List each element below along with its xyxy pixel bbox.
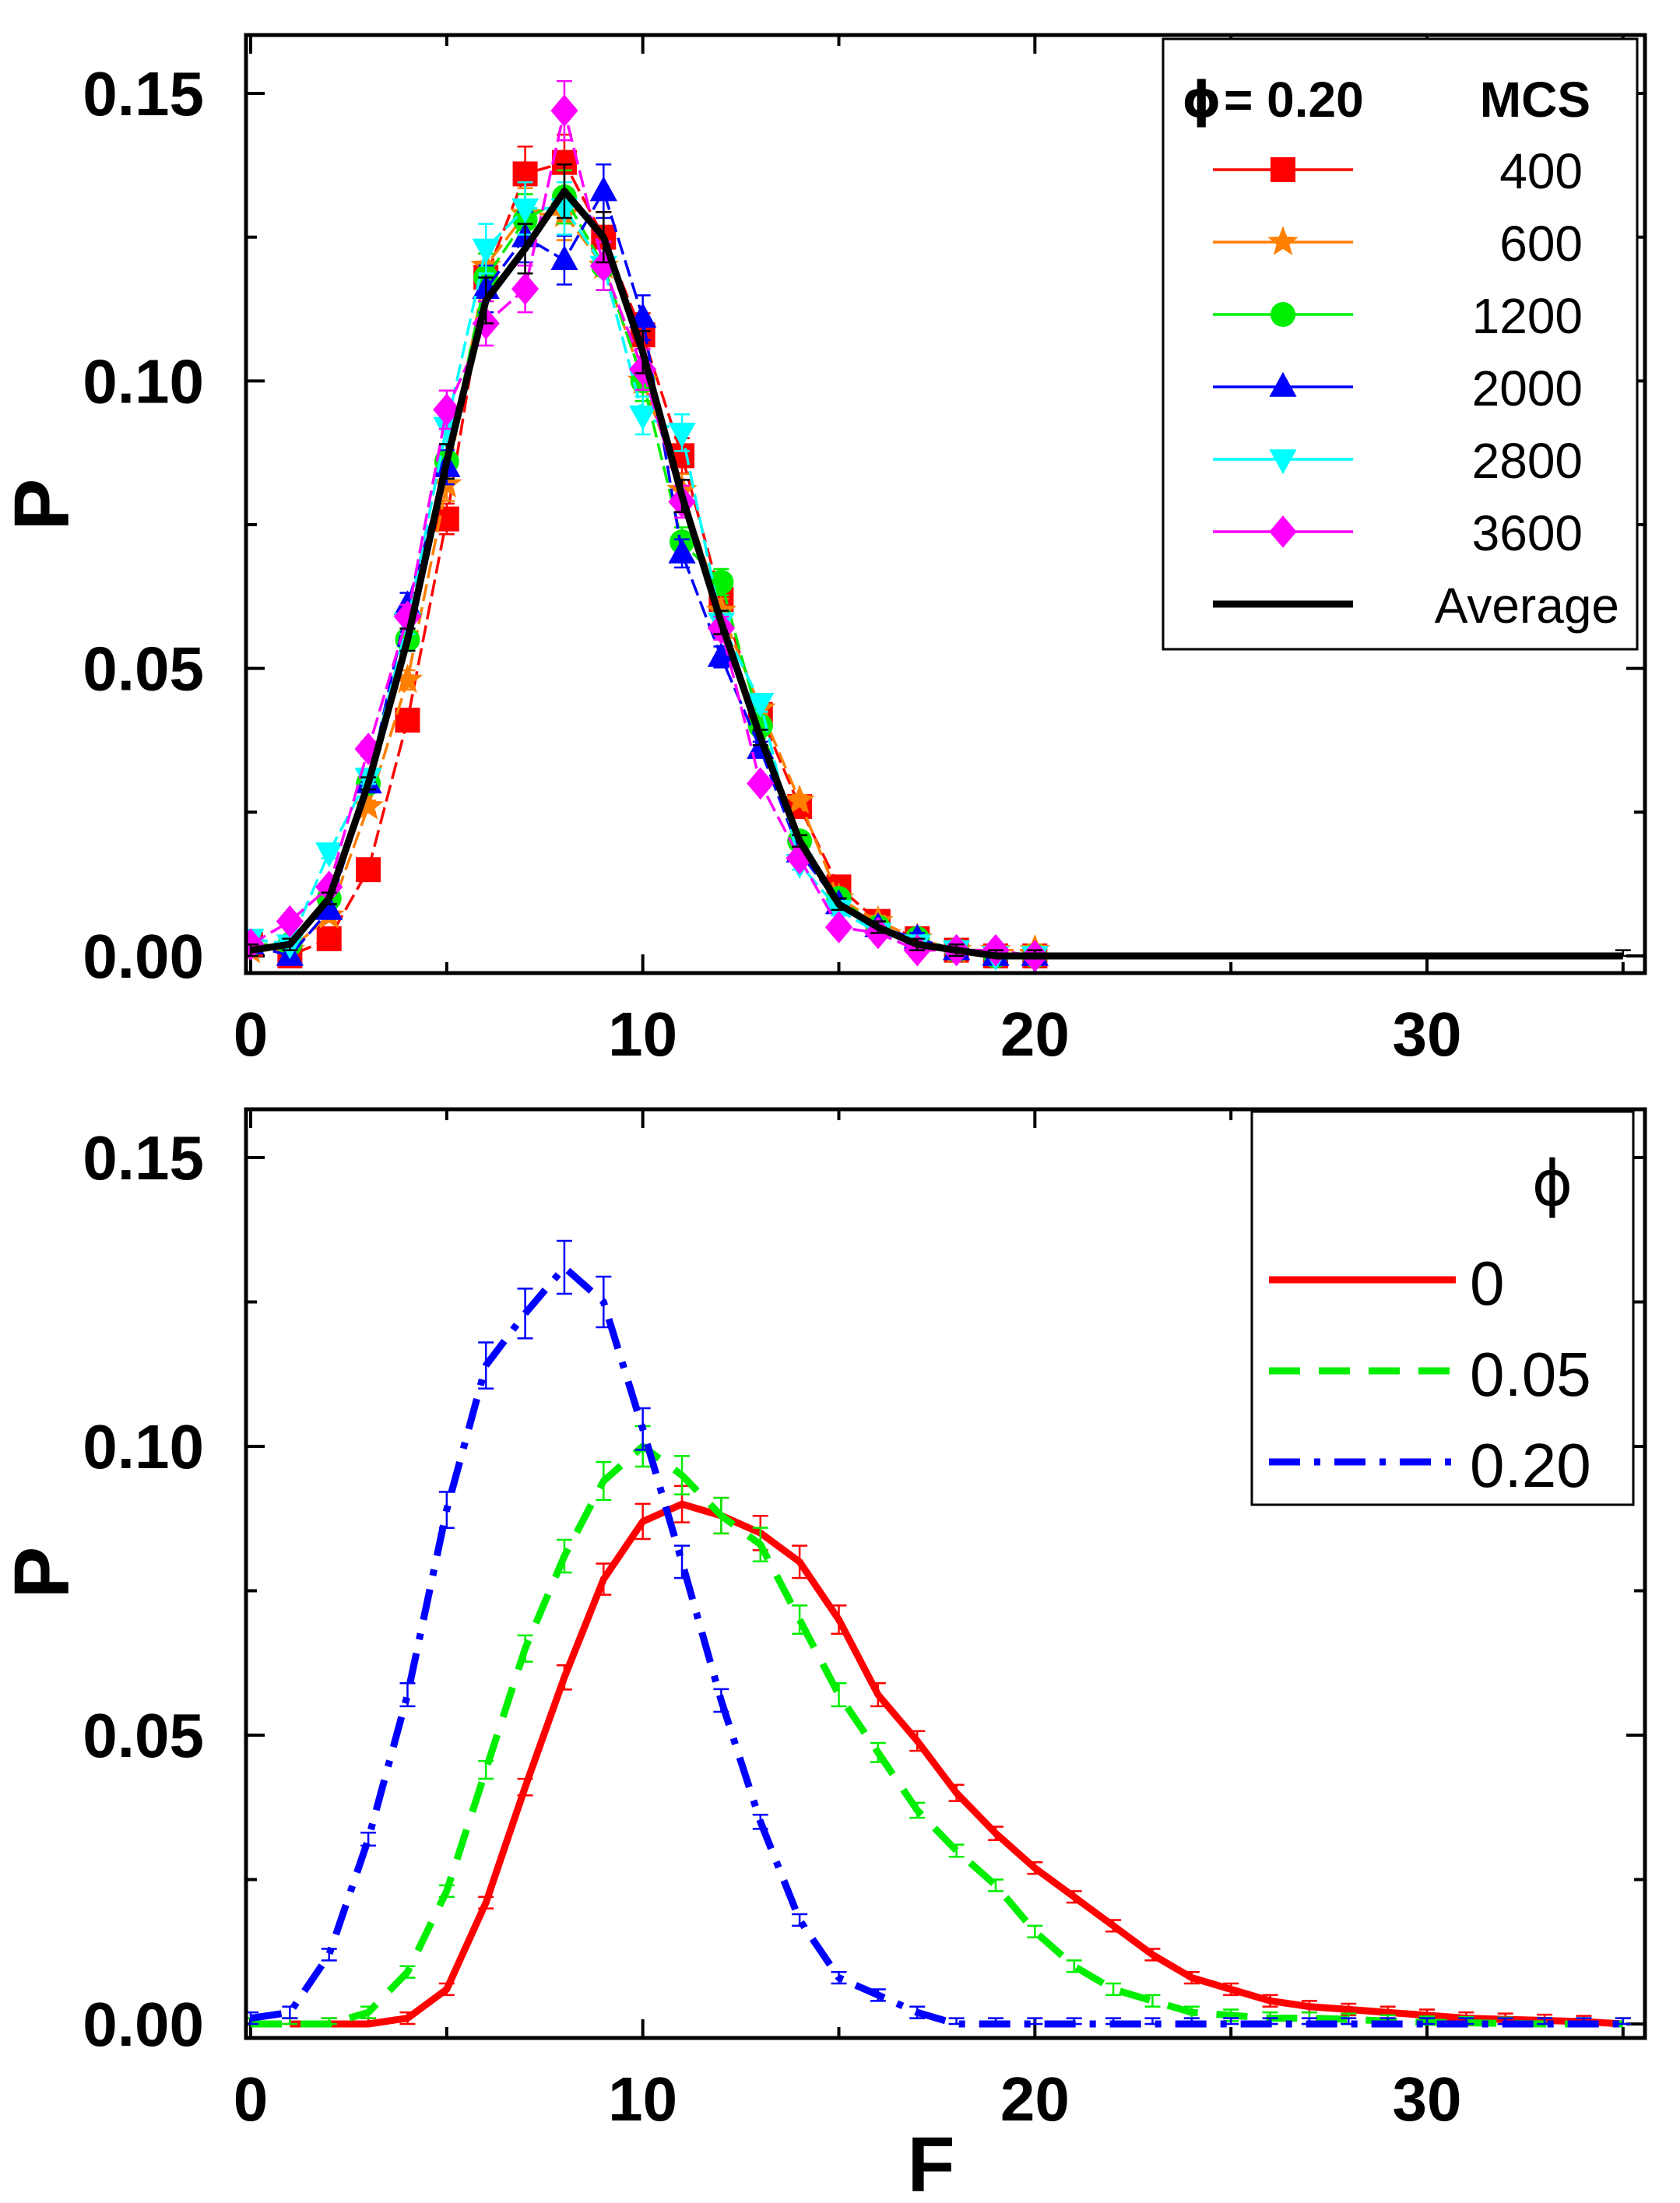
top-data-point [316,926,342,951]
top-legend-entry-3600: 3600 [1213,505,1583,561]
top-legend-entry-1200: 1200 [1213,288,1583,344]
top-legend-entry-Average: Average [1213,578,1619,634]
bottom-series-0 [282,1484,1631,2028]
top-y-tick-label: 0.00 [83,922,204,991]
top-legend-header-right: MCS [1480,72,1590,128]
bottom-legend: ϕ 0 0.05 0.20 [1250,1110,1635,1506]
top-series-group [246,79,1631,972]
top-series-line [250,109,1035,957]
top-data-point [550,245,578,271]
top-legend-entry-400: 400 [1213,143,1583,199]
top-data-point [356,857,381,883]
top-x-tick-labels: 0 10 20 30 [234,1000,1462,1069]
top-legend-label: 3600 [1472,505,1583,561]
top-y-tick-label: 0.05 [83,634,204,704]
top-legend-marker [1269,371,1297,397]
bottom-series-group [246,1239,1631,2028]
top-data-point [353,790,384,820]
top-x-tick-label: 20 [1000,1000,1070,1069]
top-legend-entry-2800: 2800 [1213,433,1583,489]
top-data-point [315,842,343,868]
top-series-Average [246,163,1631,960]
bottom-y-tick-label: 0.10 [83,1412,204,1481]
top-y-tick-label: 0.15 [83,59,204,128]
top-legend-marker [1269,515,1297,548]
bottom-x-tick-label: 30 [1393,2064,1462,2134]
bottom-plot-frame [244,1107,1647,2040]
bottom-y-tick-label: 0.15 [83,1123,204,1193]
bottom-legend-entry-0.20: 0.20 [1269,1431,1591,1500]
bottom-legend-label: 0.05 [1470,1340,1591,1409]
top-data-point [629,405,657,430]
top-legend-box [1162,37,1639,651]
top-legend-marker [1271,157,1295,182]
bottom-y-tick-label: 0.00 [83,1990,204,2059]
top-panel: 0 10 20 30 0.00 0.05 0.10 0.15 P ϕ = 0.20 MCS … [0,33,1647,1069]
top-x-tick-label: 30 [1393,1000,1462,1069]
bottom-x-axis-title: F [907,2121,954,2203]
top-legend-label: 2000 [1472,360,1583,416]
top-data-point [433,393,461,427]
bottom-x-tick-label: 20 [1000,2064,1070,2134]
top-legend-marker [1267,226,1299,255]
bottom-legend-entries: 0 0.05 0.20 [1269,1249,1591,1500]
top-data-point [589,176,617,202]
top-data-point [589,249,617,283]
top-legend-entry-600: 600 [1213,216,1583,272]
top-legend: ϕ = 0.20 MCS 400 600 1200 2000 2800 3600 Avera… [1162,37,1639,651]
bottom-y-tick-label: 0.05 [83,1701,204,1770]
bottom-x-tick-labels: 0 10 20 30 [234,2064,1462,2134]
top-legend-label: 1200 [1472,288,1583,344]
top-data-point [276,905,304,938]
top-y-axis-title: P [0,479,86,531]
top-data-point [668,538,696,564]
top-data-point [784,784,815,814]
bottom-legend-entry-0: 0 [1269,1249,1505,1318]
top-data-point [707,641,735,667]
bottom-y-axis-title: P [0,1547,86,1599]
bottom-legend-label: 0.20 [1470,1431,1591,1500]
bottom-x-tick-label: 10 [608,2064,677,2134]
top-data-point [705,595,737,624]
bottom-legend-entry-0.05: 0.05 [1269,1340,1591,1409]
top-data-point [392,663,424,694]
bottom-legend-label: 0 [1470,1249,1505,1318]
bottom-series-0.20 [246,1239,1631,2028]
top-y-tick-labels: 0.00 0.05 0.10 0.15 [83,59,204,991]
top-data-point [315,894,343,920]
top-y-tick-label: 0.10 [83,346,204,416]
bottom-y-tick-labels: 0.00 0.05 0.10 0.15 [83,1123,204,2059]
bottom-legend-box [1250,1110,1635,1506]
top-data-point [747,693,775,719]
top-data-point [511,198,539,223]
top-legend-label: Average [1435,578,1619,634]
top-data-point [511,272,539,305]
top-data-point [786,841,814,875]
top-legend-entry-2000: 2000 [1213,360,1583,416]
top-series-line [250,188,1623,960]
top-legend-label: 600 [1499,216,1583,272]
top-data-point [747,767,775,800]
top-data-point [395,708,420,733]
top-legend-header-left: = 0.20 [1224,72,1364,128]
top-data-point [472,238,500,264]
top-legend-marker [1271,302,1295,327]
top-legend-label: 2800 [1472,433,1583,489]
top-legend-phi-symbol: ϕ [1182,72,1221,129]
top-legend-marker [1269,449,1297,475]
top-legend-label: 400 [1499,143,1583,199]
bottom-legend-header: ϕ [1532,1147,1573,1220]
top-plot-frame [244,33,1647,975]
top-data-point [668,423,696,448]
bottom-x-tick-label: 0 [234,2064,269,2134]
top-x-tick-label: 10 [608,1000,677,1069]
top-data-point [550,94,578,127]
bottom-panel: 0 10 20 30 0.00 0.05 0.10 0.15 P F ϕ 0 0.05 0.20 [0,1107,1647,2203]
top-x-tick-label: 0 [234,1000,269,1069]
top-data-point [824,911,853,943]
top-legend-entries: 400 600 1200 2000 2800 3600 Average [1213,143,1619,634]
